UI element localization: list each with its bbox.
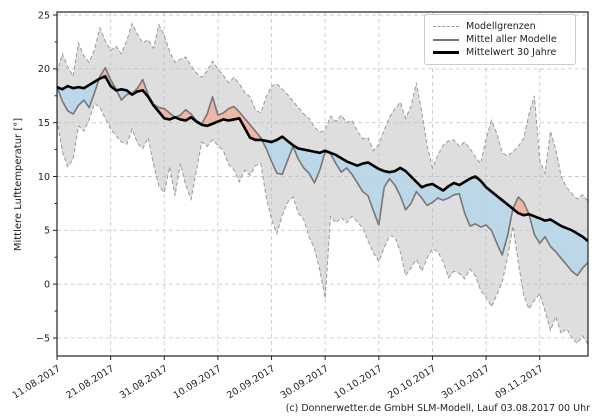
model-mean-line [56, 66, 589, 277]
svg-text:−5: −5 [36, 333, 50, 344]
dashed-line-icon [433, 26, 459, 27]
legend-item-mittelwert-30-jahre: Mittelwert 30 Jahre [433, 46, 569, 59]
legend-item-mittel-aller-modelle: Mittel aller Modelle [433, 33, 569, 46]
legend-label: Modellgrenzen [466, 21, 536, 32]
legend-label: Mittelwert 30 Jahre [466, 47, 557, 58]
svg-text:5: 5 [44, 226, 50, 237]
svg-text:15: 15 [38, 118, 50, 129]
svg-text:10: 10 [38, 172, 50, 183]
plot-frame [56, 11, 589, 357]
svg-text:20: 20 [38, 64, 50, 75]
upper-bound-line [56, 22, 589, 202]
legend: Modellgrenzen Mittel aller Modelle Mitte… [424, 14, 576, 65]
model-spread-band [57, 23, 588, 345]
legend-item-modellgrenzen: Modellgrenzen [433, 20, 569, 33]
gray-line-icon [433, 38, 459, 41]
legend-label: Mittel aller Modelle [466, 34, 557, 45]
lower-bound-line [56, 102, 589, 345]
y-tick-labels: 25 20 15 10 5 0 −5 [36, 10, 50, 344]
svg-text:0: 0 [44, 279, 50, 290]
axis-ticks [53, 14, 541, 360]
climate-mean-line [56, 75, 589, 243]
copyright-caption: (c) Donnerwetter.de GmbH SLM-Modell, Lau… [285, 403, 590, 414]
svg-text:25: 25 [38, 10, 50, 21]
black-line-icon [433, 51, 459, 54]
